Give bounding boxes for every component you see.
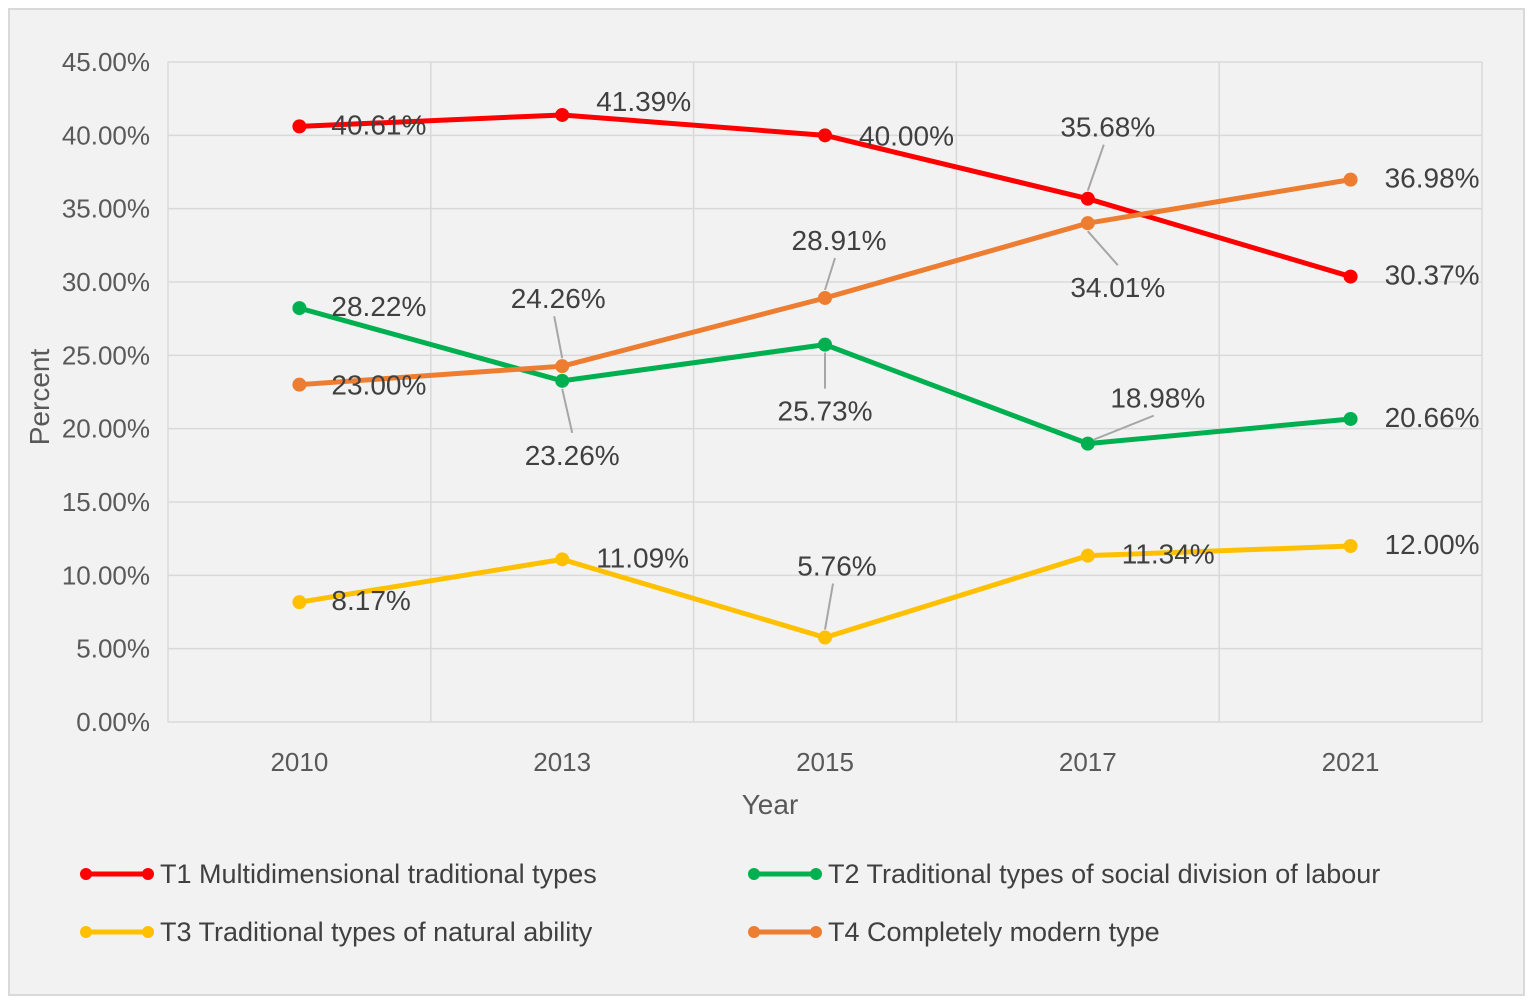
line-chart: 0.00% 5.00% 10.00% 15.00% 20.00% 25.00% 30.00%… [24,47,1483,947]
label-leader-line [824,583,834,630]
series-marker [292,301,307,316]
data-label: 40.00% [859,120,954,151]
data-label: 23.26% [525,440,620,471]
data-label: 36.98% [1385,163,1480,194]
label-leader-line [1087,230,1119,266]
series-marker [292,377,307,392]
x-tick-label: 2010 [270,747,328,777]
legend: T1 Multidimensional traditional types T2 … [80,859,1380,947]
data-label: 11.09% [596,542,689,573]
series-marker [1343,269,1358,284]
series-marker [1343,539,1358,553]
legend-swatch-marker [810,926,822,938]
data-label: 25.73% [778,396,873,427]
legend-label: T3 Traditional types of natural ability [160,917,593,947]
data-label: 41.39% [596,86,691,117]
data-label: 12.00% [1385,529,1480,560]
label-leader-line [553,315,564,359]
data-label: 34.01% [1070,272,1165,303]
label-leader-line [824,257,836,291]
series-marker [818,290,832,305]
label-leader-line [561,388,574,434]
leader-lines [553,144,1155,630]
data-label: 40.61% [331,109,426,140]
series-marker [1080,191,1095,206]
series-marker [818,128,832,143]
series-marker [818,630,832,645]
legend-label: T1 Multidimensional traditional types [160,859,597,889]
data-labels: 40.61% 41.39% 40.00% 35.68% 30.37% 28.22% 23.2… [331,86,1479,616]
legend-swatch-marker [810,868,822,880]
x-tick-label: 2017 [1059,747,1117,777]
series-marker [1343,172,1358,187]
series-marker [555,552,570,567]
series-marker [1343,411,1358,426]
series-marker [1080,216,1095,231]
data-label: 28.91% [792,225,887,256]
series-marker [292,119,307,134]
legend-swatch-marker [748,926,760,938]
x-axis-title: Year [742,789,799,820]
x-tick-label: 2015 [796,747,854,777]
x-tick-label: 2013 [533,747,591,777]
series-marker [292,595,307,610]
data-label: 20.66% [1385,402,1480,433]
y-tick-label: 15.00% [62,487,150,517]
axes: 0.00% 5.00% 10.00% 15.00% 20.00% 25.00% 30.00%… [24,47,1380,820]
series-lines [292,107,1358,645]
y-tick-label: 45.00% [62,47,150,77]
y-tick-label: 40.00% [62,120,150,150]
y-tick-label: 0.00% [76,707,150,737]
legend-swatch-marker [80,868,92,880]
data-label: 30.37% [1385,260,1480,291]
legend-swatch-marker [142,926,154,938]
series-marker [555,373,570,388]
legend-label: T4 Completely modern type [828,917,1160,947]
legend-swatch-marker [142,868,154,880]
y-axis-title: Percent [24,349,55,446]
legend-swatch-marker [80,926,92,938]
y-tick-label: 25.00% [62,340,150,370]
data-label: 11.34% [1122,539,1215,570]
data-label: 24.26% [511,283,606,314]
series-marker [1080,548,1095,563]
data-label: 18.98% [1110,383,1205,414]
y-tick-label: 20.00% [62,414,150,444]
y-tick-label: 35.00% [62,194,150,224]
data-label: 23.00% [331,370,426,401]
series-marker [818,337,832,352]
data-label: 35.68% [1060,112,1155,143]
y-tick-label: 10.00% [62,560,150,590]
series-marker [1080,436,1095,451]
x-tick-label: 2021 [1322,747,1380,777]
legend-swatch-marker [748,868,760,880]
series-marker [555,107,570,122]
data-label: 5.76% [797,551,876,582]
y-tick-label: 30.00% [62,267,150,297]
label-leader-line [1086,144,1105,192]
y-tick-label: 5.00% [76,634,150,664]
series-marker [555,359,570,374]
legend-label: T2 Traditional types of social division … [828,859,1380,889]
data-label: 8.17% [331,585,410,616]
chart-frame: 0.00% 5.00% 10.00% 15.00% 20.00% 25.00% 30.00%… [8,8,1525,996]
label-leader-line [1093,414,1155,441]
data-label: 28.22% [331,291,426,322]
